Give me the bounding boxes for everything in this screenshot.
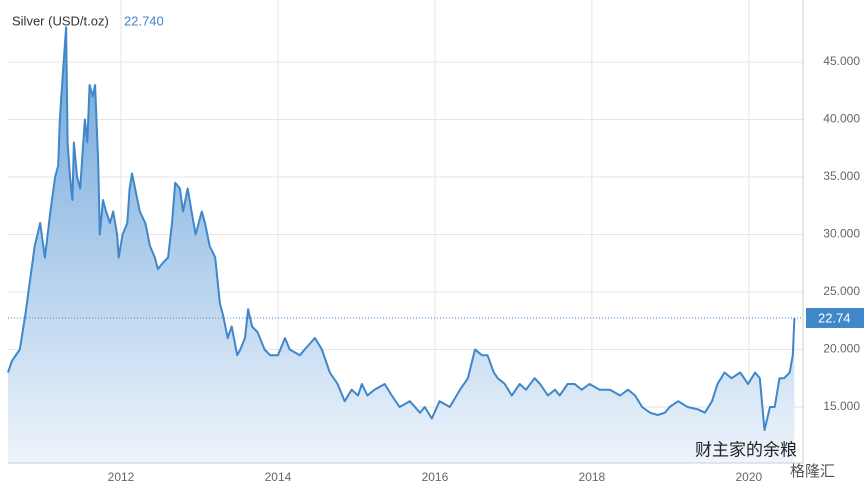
area (8, 27, 795, 463)
x-tick-label: 2020 (735, 470, 762, 484)
x-tick-label: 2014 (265, 470, 292, 484)
current-value-box (806, 307, 864, 328)
x-tick-label: 2018 (579, 470, 606, 484)
price-text: 22.740 (124, 13, 164, 28)
price-line (7, 26, 796, 431)
y-tick-label: 45.000 (823, 54, 860, 68)
watermark: 财主家的余粮 (695, 440, 797, 459)
y-tick-label: 20.000 (823, 342, 860, 356)
y-tick-label: 35.000 (823, 169, 860, 183)
x-tick-label: 2012 (108, 470, 135, 484)
y-tick-label: 30.000 (823, 227, 860, 241)
current-value-label: 22.74 (818, 310, 851, 325)
x-tick-label: 2016 (422, 470, 449, 484)
y-tick-label: 40.000 (823, 112, 860, 126)
y-tick-label: 15.000 (823, 399, 860, 413)
y-tick-label: 25.000 (823, 284, 860, 298)
chart-title: Silver (USD/t.oz) (12, 13, 109, 28)
watermark-brand: 格隆汇 (790, 463, 835, 480)
